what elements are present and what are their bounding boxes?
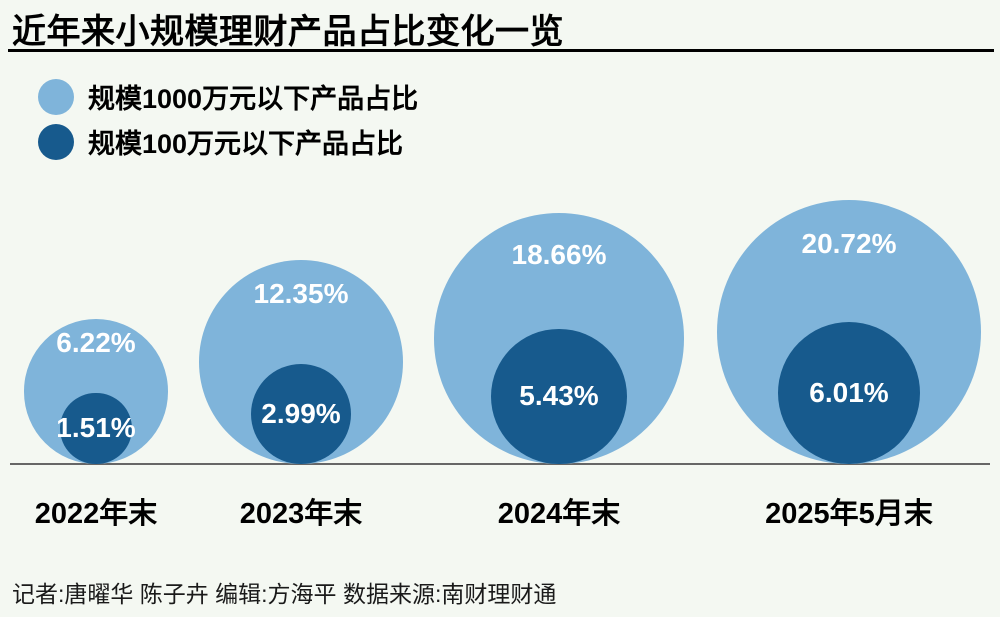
legend-label-under-1m-yuan: 规模100万元以下产品占比	[88, 129, 404, 159]
outer-bubble-value: 12.35%	[253, 277, 349, 309]
inner-bubble-value: 2.99%	[261, 397, 341, 429]
outer-bubble-value: 20.72%	[801, 227, 897, 259]
title-underline	[8, 49, 994, 52]
credits-line: 记者:唐曜华 陈子卉 编辑:方海平 数据来源:南财理财通	[12, 581, 557, 607]
dark-blue-circle-icon	[38, 123, 74, 160]
inner-bubble-2025年5月末: 6.01%	[777, 321, 921, 464]
x-axis-label-2024年末: 2024年末	[497, 498, 621, 530]
outer-bubble-value: 6.22%	[56, 327, 136, 359]
x-axis-label-2025年5月末: 2025年5月末	[765, 498, 933, 530]
inner-bubble-value: 1.51%	[56, 412, 136, 444]
inner-bubble-value: 6.01%	[809, 376, 889, 408]
x-axis-label-2023年末: 2023年末	[239, 498, 363, 530]
inner-bubble-2023年末: 2.99%	[250, 363, 352, 464]
legend-item-under-10m-yuan: 规模1000万元以下产品占比	[38, 74, 418, 119]
inner-bubble-2022年末: 1.51%	[56, 392, 136, 464]
light-blue-circle-icon	[38, 78, 74, 115]
inner-bubble-2024年末: 5.43%	[491, 328, 627, 464]
page-title: 近年来小规模理财产品占比变化一览	[12, 13, 564, 51]
inner-bubble-value: 5.43%	[519, 380, 599, 412]
baseline-axis	[10, 463, 990, 465]
legend-label-under-10m-yuan: 规模1000万元以下产品占比	[88, 84, 419, 114]
legend: 规模1000万元以下产品占比 规模100万元以下产品占比	[38, 74, 418, 164]
outer-bubble-value: 18.66%	[511, 238, 607, 270]
legend-item-under-1m-yuan: 规模100万元以下产品占比	[38, 119, 418, 164]
x-axis-label-2022年末: 2022年末	[34, 498, 158, 530]
